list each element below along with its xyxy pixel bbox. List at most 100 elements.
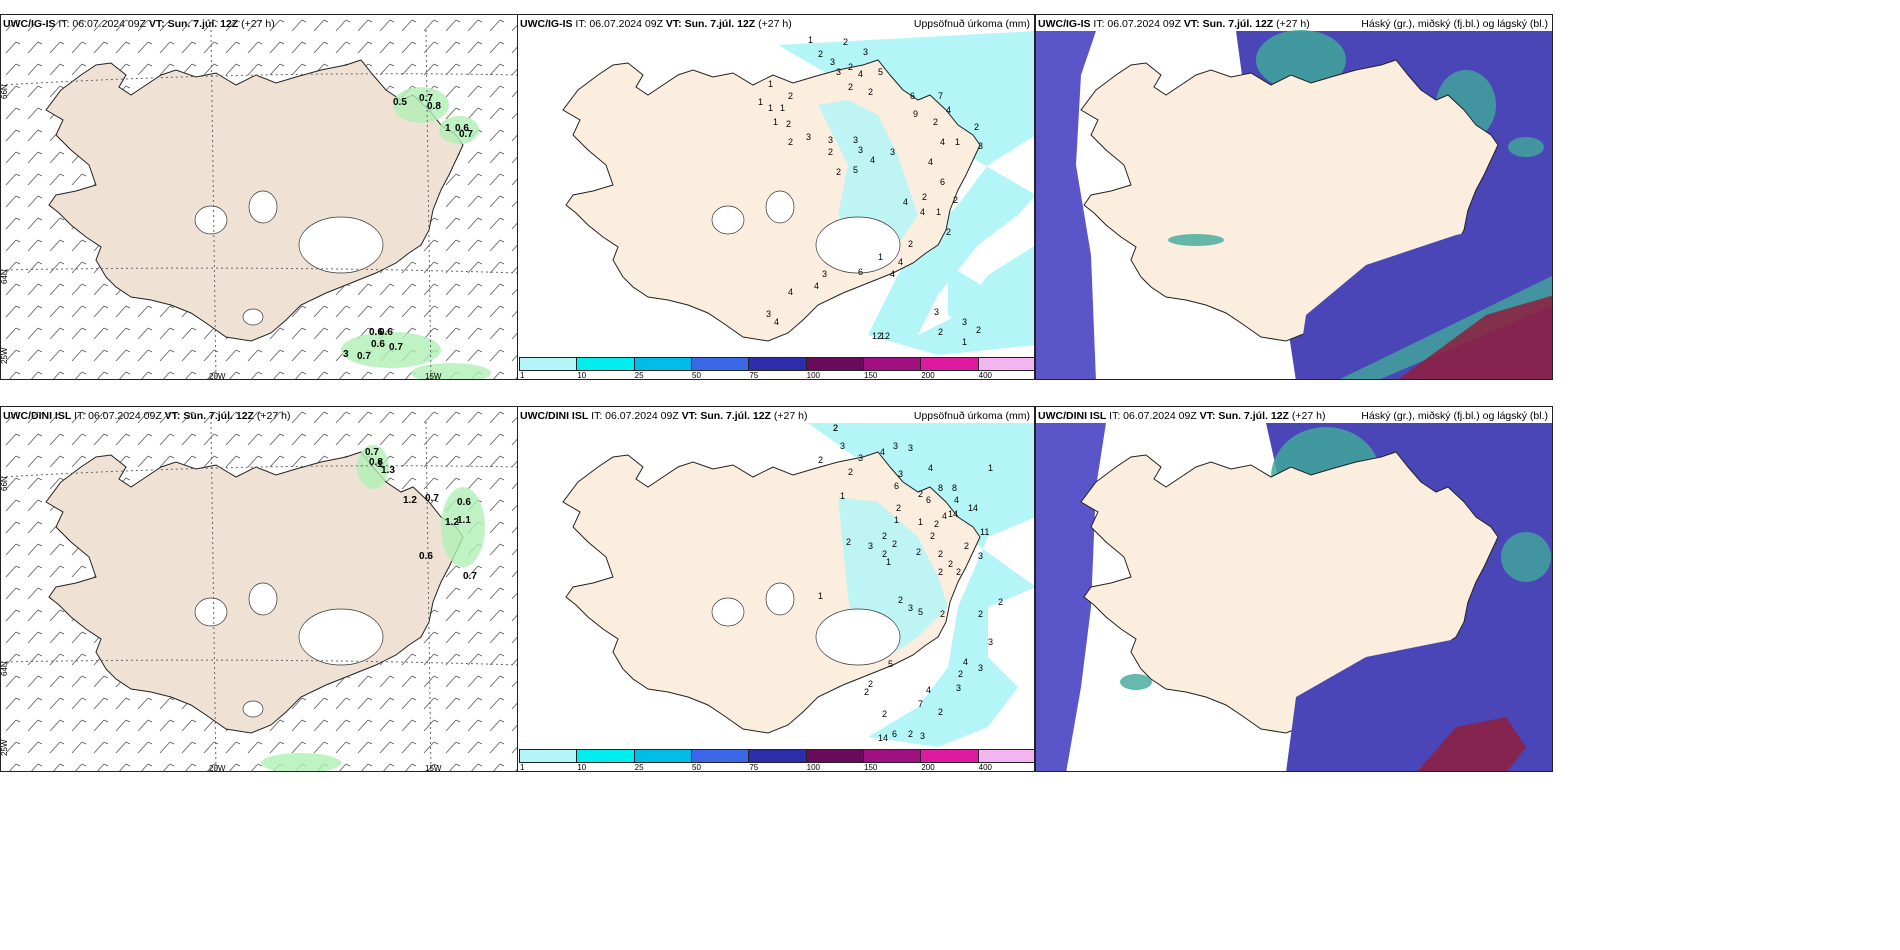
colorbar-swatch	[633, 357, 692, 371]
precip-value-label: 2	[846, 537, 851, 547]
colorbar-swatch	[805, 749, 864, 763]
precip-value-label: 4	[928, 157, 933, 167]
precip-value-label: 2	[958, 669, 963, 679]
precip-value-label: 2	[946, 227, 951, 237]
precip-value-label: 2	[843, 37, 848, 47]
precip-value-label: 2	[938, 567, 943, 577]
precip-value-label: 3	[840, 441, 845, 451]
precip-value-label: 3	[828, 135, 833, 145]
precip-value-label: 6	[910, 91, 915, 101]
precip-value-label: 2	[828, 147, 833, 157]
colorbar-swatch	[576, 357, 635, 371]
colorbar-tick: 50	[692, 371, 701, 380]
colorbar-tick: 100	[806, 371, 821, 380]
panel-precip-dini: UWC/DINI ISL IT: 06.07.2024 09Z VT: Sun.…	[517, 406, 1035, 772]
precip-value-label: 3	[830, 57, 835, 67]
precip-value-label: 8	[938, 483, 943, 493]
precip-value-label: 3	[806, 132, 811, 142]
precip-value-label: 2	[833, 423, 838, 433]
colorbar-tick: 400	[978, 371, 993, 380]
precip-value-label: 4	[963, 657, 968, 667]
wind-value-label: 0.7	[365, 447, 379, 458]
precip-value-label: 4	[814, 281, 819, 291]
precip-value-label: 2	[868, 87, 873, 97]
panel-title: Háský (gr.), miðský (fj.bl.) og lágský (…	[1361, 410, 1548, 422]
precip-value-label: 5	[853, 165, 858, 175]
precip-value-label: 1	[768, 79, 773, 89]
wind-value-label: 3	[343, 349, 349, 360]
panel-cloud-ig: UWC/IG-IS IT: 06.07.2024 09Z VT: Sun. 7.…	[1035, 14, 1553, 380]
precip-value-label: 3	[956, 683, 961, 693]
precip-value-label: 1	[936, 207, 941, 217]
colorbar-swatch	[748, 749, 807, 763]
colorbar: 1 10 25 50 75 100 150 200 400	[518, 749, 1034, 771]
precip-value-label: 2	[788, 137, 793, 147]
precip-value-label: 1	[886, 557, 891, 567]
precip-value-label: 3	[858, 453, 863, 463]
precip-value-label: 7	[918, 699, 923, 709]
precip-value-label: 1	[768, 103, 773, 113]
precip-value-label: 4	[928, 463, 933, 473]
lat-label: 66N	[1, 84, 9, 99]
precip-value-label: 2	[918, 489, 923, 499]
precip-value-label: 1	[808, 35, 813, 45]
precip-value-label: 4	[954, 495, 959, 505]
precip-value-label: 2	[882, 531, 887, 541]
panel-wind-ig: UWC/IG-IS IT: 06.07.2024 09Z VT: Sun. 7.…	[0, 14, 518, 380]
colorbar-tick: 10	[577, 763, 587, 772]
precip-value-label: 6	[892, 729, 897, 739]
cloud-map	[1036, 423, 1552, 771]
precip-value-label: 4	[858, 69, 863, 79]
precip-value-label: 1	[758, 97, 763, 107]
precip-value-label: 11	[980, 527, 989, 537]
precip-value-label: 3	[853, 135, 858, 145]
precip-value-label: 3	[863, 47, 868, 57]
precip-value-label: 2	[864, 687, 869, 697]
precip-value-label: 3	[908, 443, 913, 453]
precip-value-label: 3	[978, 663, 983, 673]
panel-title: Uppsöfnuð úrkoma (mm)	[913, 410, 1030, 422]
precip-value-label: 2	[938, 707, 943, 717]
lat-label: 64N	[1, 661, 9, 676]
precip-value-label: 4	[946, 105, 951, 115]
panel-header: UWC/DINI ISL IT: 06.07.2024 09Z VT: Sun.…	[520, 410, 808, 422]
precip-value-label: 2	[836, 167, 841, 177]
wind-value-label: 0.7	[419, 93, 433, 104]
precip-value-label: 14	[878, 733, 888, 743]
precip-value-label: 3	[978, 551, 983, 561]
precip-value-label: 12	[880, 331, 890, 341]
colorbar-swatch	[748, 357, 807, 371]
wind-value-label: 0.7	[459, 129, 473, 140]
wind-map: 66N 64N 25W 20W 15W 0.70.811.31.2 0.7 0.61…	[1, 407, 517, 771]
colorbar: 1 10 25 50 75 100 150 200 400	[518, 357, 1034, 379]
precip-value-label: 2	[896, 503, 901, 513]
precip-value-label: 2	[848, 62, 853, 72]
colorbar-tick: 200	[921, 371, 935, 380]
precip-value-label: 2	[953, 195, 958, 205]
precip-value-label: 12	[872, 331, 882, 341]
precip-value-label: 3	[868, 541, 873, 551]
precip-value-label: 2	[930, 531, 935, 541]
colorbar-tick: 200	[921, 763, 935, 772]
precip-value-label: 4	[920, 207, 925, 217]
precip-value-label: 2	[998, 597, 1003, 607]
precip-value-label: 5	[888, 659, 893, 669]
colorbar-swatch	[977, 357, 1034, 371]
precip-value-label: 1	[773, 117, 778, 127]
precip-value-label: 3	[890, 147, 895, 157]
lon-label: 25W	[1, 739, 9, 756]
colorbar-swatch	[977, 749, 1034, 763]
wind-value-label: 1.3	[381, 465, 395, 476]
wind-map: 66N 64N 25W 20W 15W 0.5 0.70.81 0.60.70.60…	[1, 15, 517, 379]
wind-value-label: 0.6	[455, 123, 469, 134]
wind-value-label: 0.6	[371, 339, 385, 350]
colorbar-tick: 25	[634, 763, 644, 772]
precip-value-label: 2	[974, 122, 979, 132]
precip-value-label: 4	[940, 137, 945, 147]
precip-value-label: 2	[922, 192, 927, 202]
precip-value-label: 2	[940, 609, 945, 619]
precip-value-label: 3	[836, 67, 841, 77]
precip-value-label: 3	[893, 441, 898, 451]
colorbar-tick: 25	[634, 371, 644, 380]
